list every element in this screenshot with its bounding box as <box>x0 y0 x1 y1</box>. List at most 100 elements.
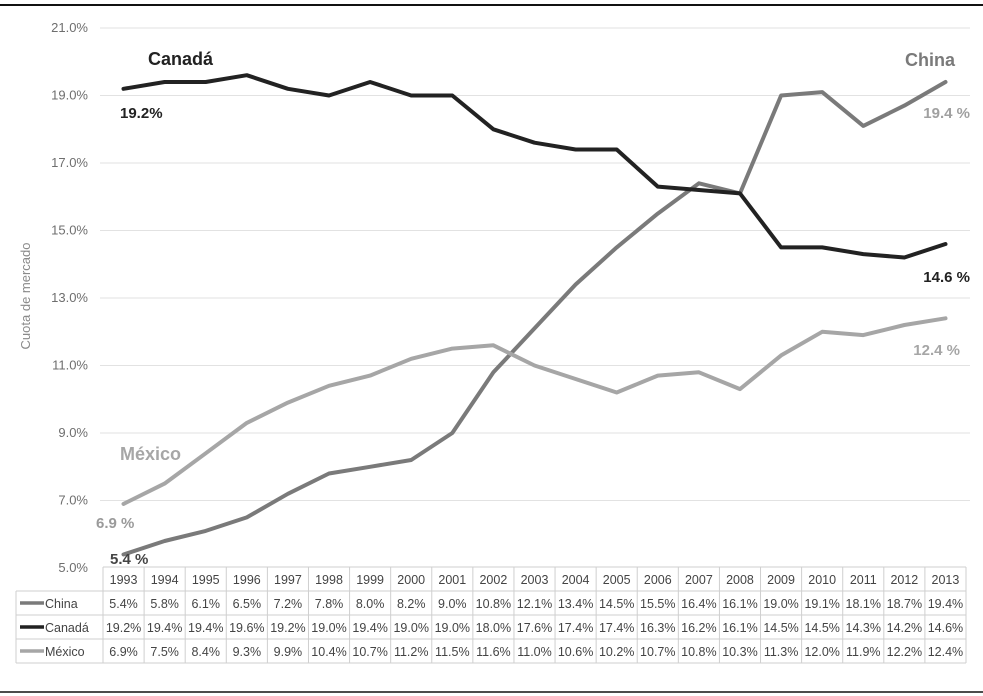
table-cell: 12.0% <box>804 645 839 659</box>
x-tick-label: 2000 <box>397 573 425 587</box>
x-tick-label: 1995 <box>192 573 220 587</box>
table-cell: 18.7% <box>887 597 922 611</box>
table-cell: 19.4% <box>928 597 963 611</box>
start-value-label: 6.9 % <box>96 515 134 532</box>
x-tick-label: 1993 <box>110 573 138 587</box>
table-cell: 7.8% <box>315 597 344 611</box>
series-name-label: China <box>905 50 956 70</box>
table-cell: 19.6% <box>229 621 264 635</box>
table-cell: 12.4% <box>928 645 963 659</box>
x-tick-label: 2003 <box>521 573 549 587</box>
x-tick-label: 2013 <box>932 573 960 587</box>
end-value-label: 19.4 % <box>923 105 970 122</box>
x-tick-label: 1998 <box>315 573 343 587</box>
series-line <box>121 80 948 557</box>
table-cell: 14.5% <box>763 621 798 635</box>
x-tick-label: 2012 <box>890 573 918 587</box>
table-cell: 10.3% <box>722 645 757 659</box>
table-cell: 14.3% <box>846 621 881 635</box>
gridlines <box>100 27 970 501</box>
table-cell: 13.4% <box>558 597 593 611</box>
y-tick-label: 19.0% <box>51 88 88 103</box>
series-name-label: Canadá <box>148 49 214 69</box>
table-cell: 16.1% <box>722 621 757 635</box>
table-cell: 11.5% <box>435 645 470 659</box>
table-cell: 19.0% <box>311 621 346 635</box>
series-name-label: México <box>120 444 181 464</box>
table-cell: 5.4% <box>109 597 138 611</box>
series-lines <box>121 73 948 557</box>
table-cell: 10.6% <box>558 645 593 659</box>
table-cell: 16.3% <box>640 621 675 635</box>
table-cell: 9.9% <box>274 645 303 659</box>
legend-label: China <box>45 597 78 611</box>
table-cell: 9.0% <box>438 597 467 611</box>
table-cell: 11.6% <box>476 645 511 659</box>
table-cell: 19.4% <box>352 621 387 635</box>
table-cell: 19.0% <box>763 597 798 611</box>
table-cell: 14.5% <box>599 597 634 611</box>
x-tick-label: 2010 <box>808 573 836 587</box>
table-cell: 10.8% <box>476 597 511 611</box>
y-axis-ticks: 5.0% 7.0% 9.0% 11.0% 13.0% 15.0% 17.0% 19.0% 21.… <box>51 20 88 575</box>
data-table: 1993 1994 1995 1996 1997 1998 1999 2000 2001 2002… <box>15 566 967 664</box>
x-tick-label: 1994 <box>151 573 179 587</box>
table-cell: 19.2% <box>106 621 141 635</box>
table-cell: 5.8% <box>150 597 179 611</box>
x-tick-label: 2006 <box>644 573 672 587</box>
end-value-label: 14.6 % <box>923 269 970 286</box>
table-cell: 18.0% <box>476 621 511 635</box>
table-cell: 17.4% <box>599 621 634 635</box>
y-tick-label: 7.0% <box>58 493 88 508</box>
x-tick-label: 2002 <box>479 573 507 587</box>
table-cell: 19.4% <box>188 621 223 635</box>
table-cell: 17.6% <box>517 621 552 635</box>
table-cell: 10.2% <box>599 645 634 659</box>
end-value-label: 12.4 % <box>913 342 960 359</box>
table-cell: 8.0% <box>356 597 385 611</box>
table-cell: 6.1% <box>191 597 220 611</box>
table-cell: 10.4% <box>311 645 346 659</box>
y-tick-label: 21.0% <box>51 20 88 35</box>
series-line <box>121 73 948 260</box>
y-tick-label: 11.0% <box>52 358 88 373</box>
y-tick-label: 15.0% <box>51 223 88 238</box>
x-tick-label: 1997 <box>274 573 302 587</box>
table-cell: 6.5% <box>233 597 262 611</box>
table-cell: 18.1% <box>846 597 881 611</box>
table-cell: 9.3% <box>233 645 262 659</box>
table-cell: 19.1% <box>804 597 839 611</box>
table-cell: 11.0% <box>517 645 552 659</box>
table-cell: 16.2% <box>681 621 716 635</box>
start-value-label: 5.4 % <box>110 551 148 568</box>
table-cell: 14.2% <box>887 621 922 635</box>
x-tick-label: 2008 <box>726 573 754 587</box>
table-cell: 19.0% <box>435 621 470 635</box>
series-annotations: Canadá 19.2% 14.6 % China 19.4 % 5.4 % México 6… <box>96 49 970 568</box>
x-tick-label: 1999 <box>356 573 384 587</box>
y-tick-label: 13.0% <box>51 290 88 305</box>
table-cell: 8.4% <box>191 645 220 659</box>
x-tick-label: 2005 <box>603 573 631 587</box>
y-tick-label: 5.0% <box>58 560 88 575</box>
table-cell: 11.2% <box>394 645 429 659</box>
table-cell: 15.5% <box>640 597 675 611</box>
table-cell: 14.5% <box>804 621 839 635</box>
series-line <box>121 316 948 506</box>
table-cell: 11.9% <box>846 645 881 659</box>
table-cell: 10.7% <box>352 645 387 659</box>
x-tick-label: 2001 <box>438 573 466 587</box>
table-cell: 14.6% <box>928 621 963 635</box>
table-cell: 6.9% <box>109 645 138 659</box>
table-cell: 10.8% <box>681 645 716 659</box>
legend-label: Canadá <box>45 621 89 635</box>
table-cell: 7.5% <box>150 645 179 659</box>
x-tick-label: 1996 <box>233 573 261 587</box>
table-cell: 12.1% <box>517 597 552 611</box>
table-cell: 10.7% <box>640 645 675 659</box>
x-tick-label: 2009 <box>767 573 795 587</box>
y-tick-label: 17.0% <box>51 155 88 170</box>
table-cell: 12.2% <box>887 645 922 659</box>
table-cell: 8.2% <box>397 597 426 611</box>
